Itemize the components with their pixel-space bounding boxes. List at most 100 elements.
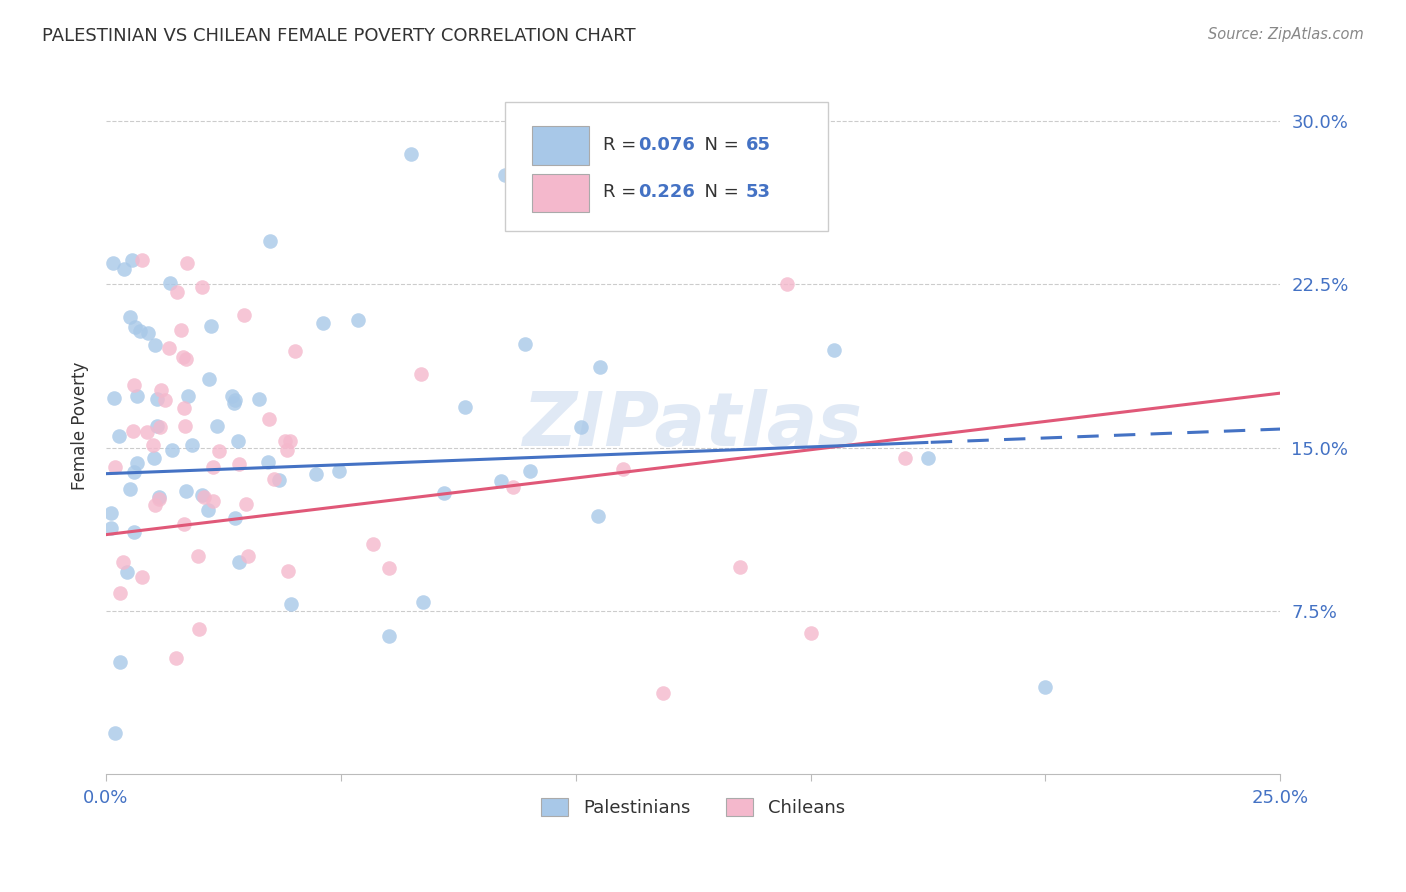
Point: [187, 549, 209, 563]
Point: [589, 360, 612, 375]
Point: [160, 442, 183, 457]
Text: N =: N =: [693, 136, 745, 154]
Point: [586, 509, 609, 524]
Point: [276, 443, 298, 458]
Point: [131, 252, 153, 267]
Point: [149, 419, 172, 434]
Point: [122, 425, 145, 439]
Point: [224, 392, 246, 407]
Point: [284, 343, 307, 358]
Text: 65: 65: [747, 136, 770, 154]
Point: [823, 343, 845, 357]
Point: [401, 146, 423, 161]
Point: [207, 418, 229, 433]
Point: [149, 383, 172, 397]
Point: [112, 262, 135, 277]
Point: [651, 685, 673, 699]
Point: [917, 451, 939, 466]
Point: [208, 444, 231, 458]
Text: PALESTINIAN VS CHILEAN FEMALE POVERTY CORRELATION CHART: PALESTINIAN VS CHILEAN FEMALE POVERTY CO…: [42, 27, 636, 45]
Point: [173, 517, 195, 532]
Point: [513, 336, 536, 351]
Point: [346, 313, 368, 327]
Point: [127, 389, 149, 403]
Point: [305, 467, 328, 481]
Point: [569, 419, 592, 434]
Point: [378, 629, 401, 643]
Point: [236, 549, 259, 564]
Point: [412, 595, 434, 609]
Point: [136, 326, 159, 340]
Point: [228, 555, 250, 569]
Text: 0.076: 0.076: [638, 136, 695, 154]
Y-axis label: Female Poverty: Female Poverty: [72, 361, 89, 490]
Point: [174, 418, 197, 433]
Point: [103, 391, 125, 405]
Point: [257, 412, 280, 426]
Legend: Palestinians, Chileans: Palestinians, Chileans: [534, 790, 852, 824]
Point: [101, 255, 124, 269]
Point: [612, 462, 634, 476]
Point: [541, 190, 564, 204]
Point: [221, 389, 243, 403]
Point: [269, 473, 291, 487]
Point: [564, 211, 586, 226]
Point: [148, 492, 170, 507]
Point: [110, 655, 132, 669]
FancyBboxPatch shape: [505, 102, 828, 231]
Point: [176, 256, 198, 270]
Point: [494, 169, 516, 183]
Point: [176, 389, 198, 403]
Point: [121, 252, 143, 267]
Point: [143, 498, 166, 512]
FancyBboxPatch shape: [533, 174, 589, 212]
Point: [328, 463, 350, 477]
Text: 53: 53: [747, 184, 770, 202]
Point: [166, 285, 188, 299]
Point: [263, 472, 285, 486]
Point: [103, 459, 125, 474]
Point: [157, 341, 180, 355]
Point: [180, 438, 202, 452]
Text: N =: N =: [693, 184, 745, 202]
Point: [278, 434, 301, 449]
Point: [142, 438, 165, 452]
Point: [146, 419, 169, 434]
Point: [277, 565, 299, 579]
Point: [776, 277, 799, 292]
Point: [143, 337, 166, 351]
Point: [728, 560, 751, 574]
Point: [224, 511, 246, 525]
Point: [200, 319, 222, 334]
Point: [146, 392, 169, 406]
Point: [232, 308, 254, 322]
Point: [228, 457, 250, 471]
Point: [198, 371, 221, 385]
FancyBboxPatch shape: [533, 126, 589, 164]
Text: 0.226: 0.226: [638, 184, 695, 202]
Point: [118, 310, 141, 324]
Point: [893, 451, 915, 466]
Point: [174, 483, 197, 498]
Point: [197, 502, 219, 516]
Point: [135, 425, 157, 439]
Point: [124, 320, 146, 334]
Point: [201, 494, 224, 508]
Text: Source: ZipAtlas.com: Source: ZipAtlas.com: [1208, 27, 1364, 42]
Point: [115, 565, 138, 579]
Point: [361, 537, 384, 551]
Point: [224, 396, 246, 410]
Point: [274, 434, 297, 449]
Point: [108, 586, 131, 600]
Point: [800, 625, 823, 640]
Point: [100, 506, 122, 520]
Point: [433, 486, 456, 500]
Point: [118, 482, 141, 496]
Point: [454, 400, 477, 414]
Point: [187, 623, 209, 637]
Point: [100, 521, 122, 535]
Point: [257, 454, 280, 468]
Point: [104, 726, 127, 740]
Point: [311, 316, 333, 330]
Text: R =: R =: [603, 184, 641, 202]
